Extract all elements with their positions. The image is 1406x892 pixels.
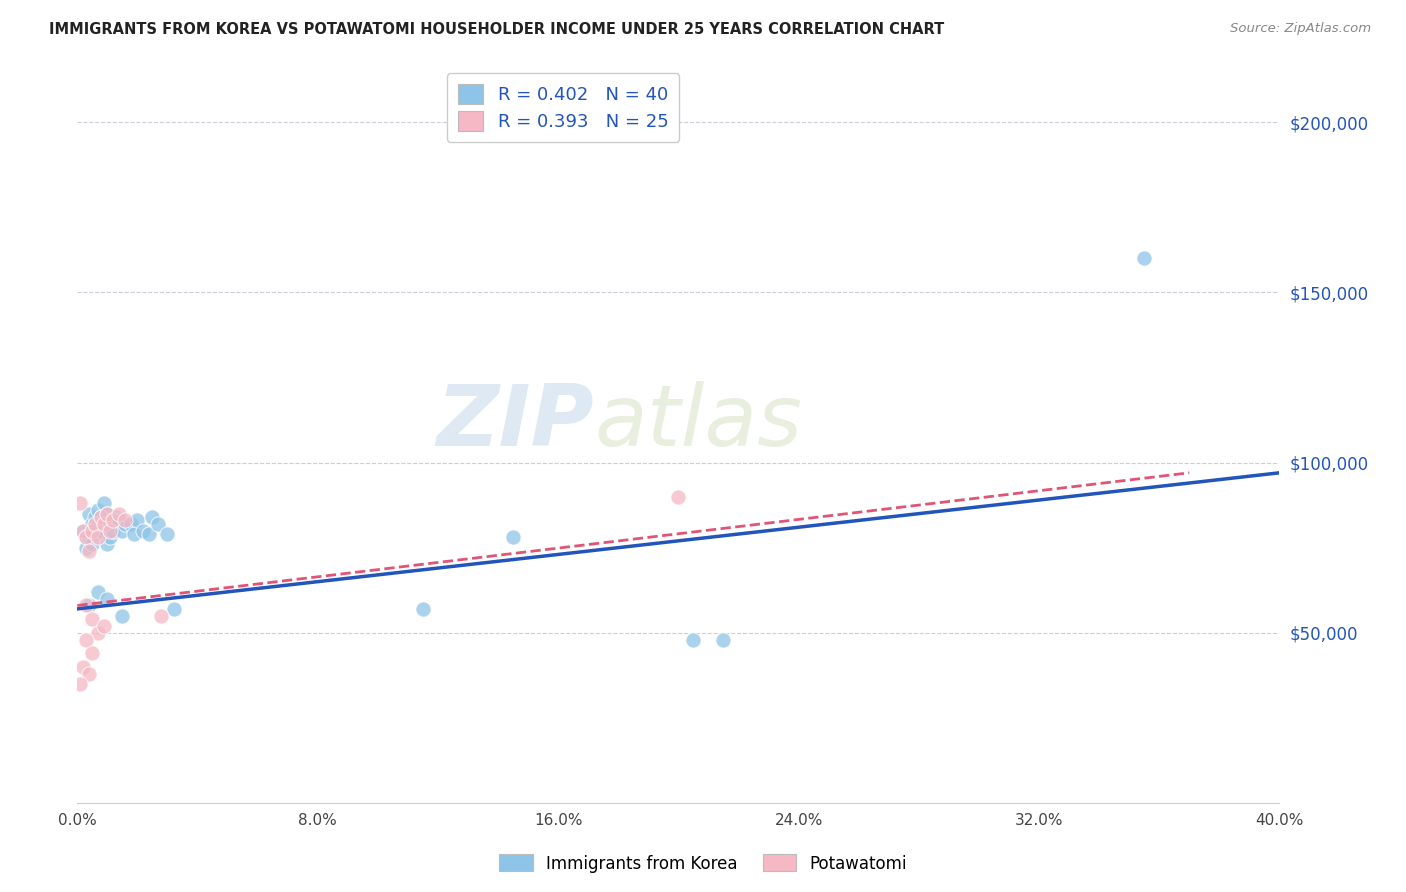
Point	[120, 516, 142, 531]
Point	[103, 513, 125, 527]
Point	[114, 513, 136, 527]
Point	[90, 510, 112, 524]
Point	[79, 507, 101, 521]
Point	[1133, 252, 1156, 266]
Point	[93, 516, 115, 531]
Point	[87, 516, 110, 531]
Point	[69, 496, 91, 510]
Text: ZIP: ZIP	[437, 381, 595, 464]
Point	[82, 612, 104, 626]
Point	[105, 510, 128, 524]
Text: IMMIGRANTS FROM KOREA VS POTAWATOMI HOUSEHOLDER INCOME UNDER 25 YEARS CORRELATIO: IMMIGRANTS FROM KOREA VS POTAWATOMI HOUS…	[49, 22, 945, 37]
Point	[72, 659, 94, 673]
Point	[96, 507, 118, 521]
Point	[124, 527, 146, 541]
Point	[75, 531, 97, 545]
Legend: Immigrants from Korea, Potawatomi: Immigrants from Korea, Potawatomi	[492, 847, 914, 880]
Point	[82, 516, 104, 531]
Point	[90, 524, 112, 538]
Point	[100, 524, 122, 538]
Point	[82, 646, 104, 660]
Point	[150, 608, 173, 623]
Point	[108, 507, 131, 521]
Point	[138, 527, 160, 541]
Point	[668, 490, 690, 504]
Point	[132, 524, 155, 538]
Point	[93, 619, 115, 633]
Point	[79, 544, 101, 558]
Point	[713, 632, 735, 647]
Point	[75, 531, 97, 545]
Point	[87, 585, 110, 599]
Point	[156, 527, 179, 541]
Point	[79, 599, 101, 613]
Point	[93, 513, 115, 527]
Point	[141, 510, 163, 524]
Point	[111, 524, 134, 538]
Point	[75, 632, 97, 647]
Point	[96, 537, 118, 551]
Point	[87, 625, 110, 640]
Legend: R = 0.402   N = 40, R = 0.393   N = 25: R = 0.402 N = 40, R = 0.393 N = 25	[447, 73, 679, 142]
Point	[82, 524, 104, 538]
Point	[72, 524, 94, 538]
Text: atlas: atlas	[595, 381, 803, 464]
Point	[162, 602, 184, 616]
Point	[79, 531, 101, 545]
Point	[87, 503, 110, 517]
Point	[114, 516, 136, 531]
Point	[90, 510, 112, 524]
Point	[82, 537, 104, 551]
Point	[87, 531, 110, 545]
Point	[103, 524, 125, 538]
Point	[96, 507, 118, 521]
Point	[127, 513, 149, 527]
Point	[93, 496, 115, 510]
Point	[96, 591, 118, 606]
Point	[75, 541, 97, 555]
Point	[84, 510, 107, 524]
Point	[72, 524, 94, 538]
Text: Source: ZipAtlas.com: Source: ZipAtlas.com	[1230, 22, 1371, 36]
Point	[148, 516, 170, 531]
Point	[100, 516, 122, 531]
Point	[100, 531, 122, 545]
Point	[111, 608, 134, 623]
Point	[682, 632, 704, 647]
Point	[108, 513, 131, 527]
Point	[502, 531, 524, 545]
Point	[412, 602, 434, 616]
Point	[79, 666, 101, 681]
Point	[84, 527, 107, 541]
Point	[69, 677, 91, 691]
Point	[84, 516, 107, 531]
Point	[75, 599, 97, 613]
